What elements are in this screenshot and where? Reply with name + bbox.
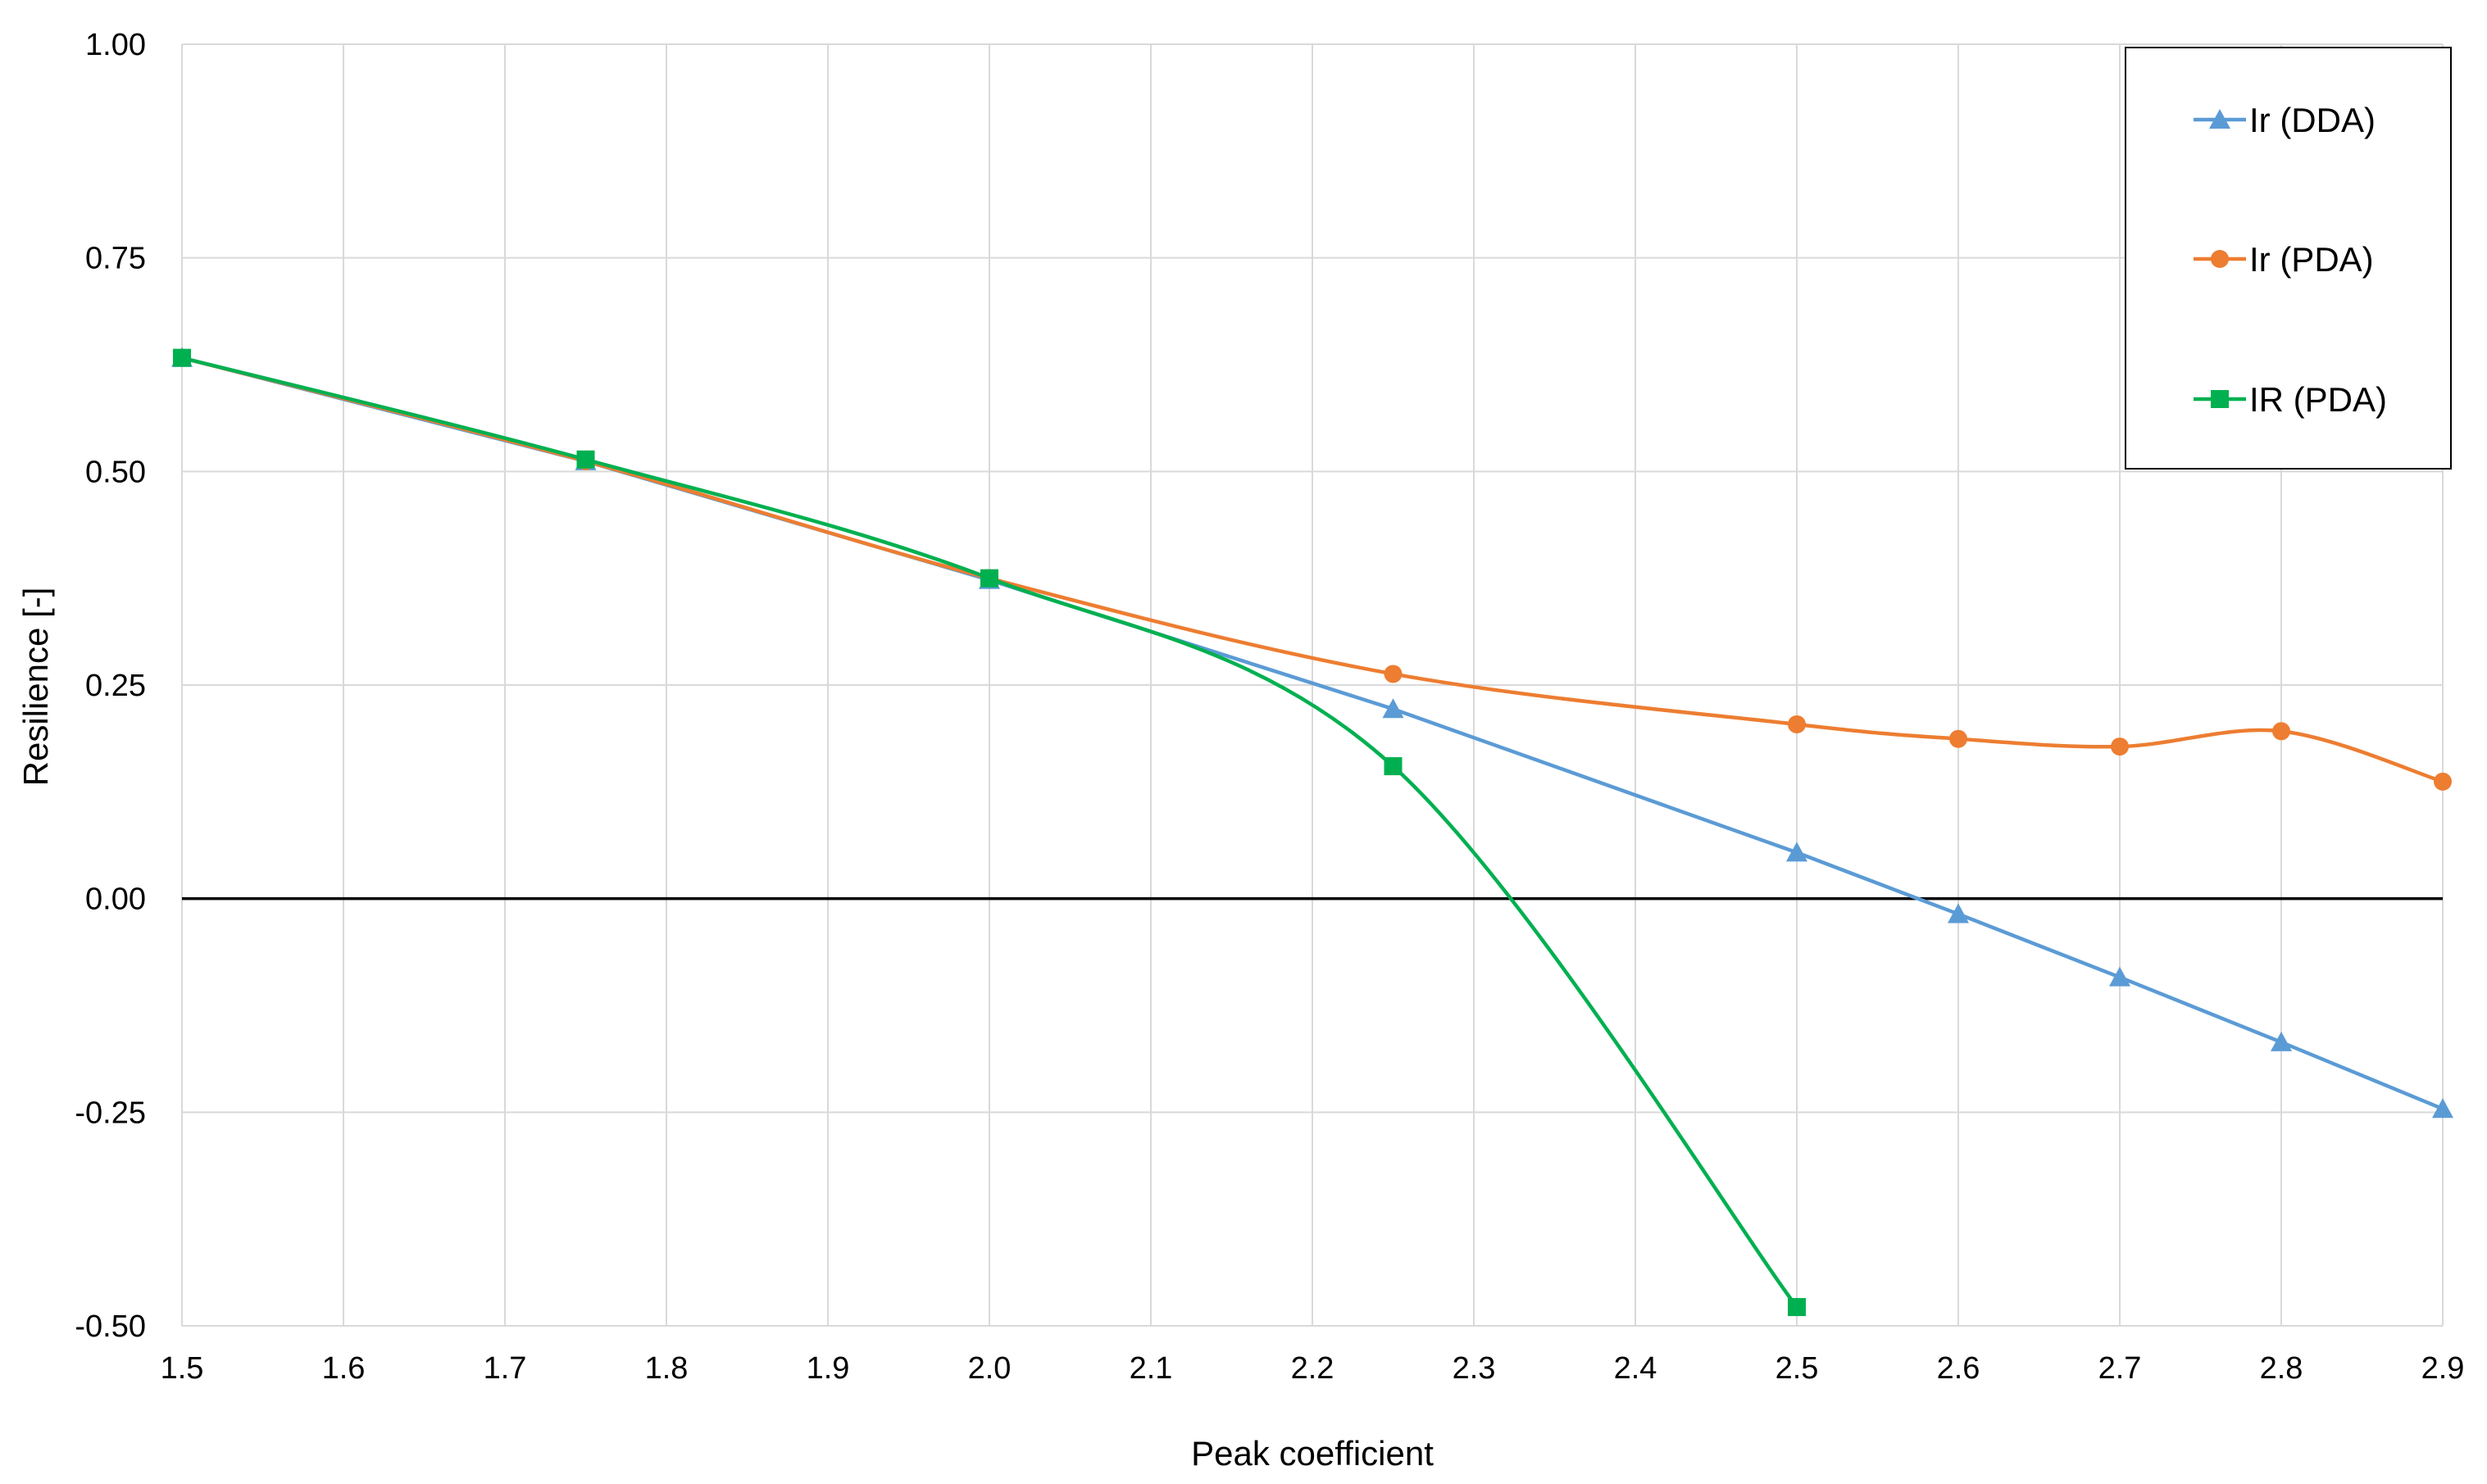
legend-marker <box>2209 109 2230 129</box>
series-line-2 <box>181 356 2444 783</box>
series-2-point <box>2272 722 2290 741</box>
x-tick-label: 1.9 <box>807 1351 850 1386</box>
x-tick-label: 2.2 <box>1291 1351 1334 1386</box>
series-2-point <box>2434 772 2452 791</box>
series-1-point <box>1948 903 1969 924</box>
series-3-point <box>1384 757 1403 776</box>
y-tick-label: -0.50 <box>75 1309 146 1344</box>
x-axis-title: Peak coefficient <box>1191 1434 1434 1473</box>
series-1-point <box>2432 1098 2453 1119</box>
series-line-3 <box>181 356 1798 1309</box>
y-tick-label: 0.25 <box>85 669 146 703</box>
series-2-point <box>2111 737 2129 756</box>
series-1-point <box>1382 698 1404 719</box>
series-3-point <box>980 569 998 588</box>
x-tick-label: 1.8 <box>645 1351 689 1386</box>
x-tick-label: 1.7 <box>484 1351 527 1386</box>
x-tick-label: 2.3 <box>1453 1351 1496 1386</box>
series-1-point <box>1786 842 1807 862</box>
x-tick-label: 1.5 <box>161 1351 204 1386</box>
series-1-point <box>2271 1031 2292 1051</box>
x-tick-label: 2.5 <box>1775 1351 1819 1386</box>
x-tick-label: 2.0 <box>968 1351 1012 1386</box>
series-2-point <box>1949 729 1967 748</box>
y-tick-label: 0.00 <box>85 883 146 917</box>
x-tick-label: 2.7 <box>2098 1351 2142 1386</box>
series-3-point <box>576 450 595 469</box>
legend-marker <box>2211 390 2229 408</box>
legend-label: IR (PDA) <box>2249 380 2387 419</box>
x-tick-label: 1.6 <box>322 1351 366 1386</box>
x-tick-label: 2.9 <box>2421 1351 2465 1386</box>
x-tick-label: 2.4 <box>1614 1351 1657 1386</box>
legend-label: Ir (DDA) <box>2249 101 2376 139</box>
y-tick-label: -0.25 <box>75 1096 146 1130</box>
x-tick-label: 2.1 <box>1130 1351 1173 1386</box>
x-tick-label: 2.6 <box>1937 1351 1980 1386</box>
legend-marker <box>2211 250 2229 268</box>
series-2-point <box>1384 665 1403 683</box>
y-axis-title: Resilience [-] <box>16 588 55 787</box>
legend: Ir (DDA) Ir (PDA) IR (PDA) <box>2125 47 2452 470</box>
data-markers <box>171 347 2453 1317</box>
legend-box <box>2125 47 2452 470</box>
series-2-point <box>1788 715 1806 733</box>
legend-label: Ir (PDA) <box>2249 240 2374 279</box>
legend-items: Ir (DDA) Ir (PDA) IR (PDA) <box>2194 101 2387 419</box>
tick-labels: 1.5 1.6 1.7 1.8 1.9 2.0 2.1 2.2 2.3 2.4 2.5 2.6 2.7 2… <box>75 28 2464 1386</box>
y-tick-label: 0.50 <box>85 455 146 489</box>
y-tick-label: 0.75 <box>85 242 146 276</box>
series-3-point <box>173 348 191 367</box>
y-tick-label: 1.00 <box>85 28 146 62</box>
series-1-point <box>2109 966 2130 987</box>
x-tick-label: 2.8 <box>2260 1351 2303 1386</box>
series-3-point <box>1788 1298 1806 1317</box>
